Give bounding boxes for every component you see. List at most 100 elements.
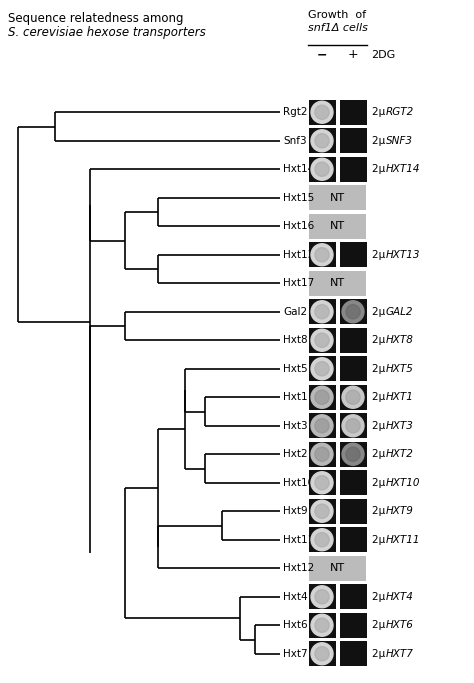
Circle shape <box>346 447 360 462</box>
Circle shape <box>311 586 333 608</box>
Text: +: + <box>348 48 358 61</box>
Text: Sequence relatedness among: Sequence relatedness among <box>8 12 183 25</box>
Circle shape <box>315 504 329 518</box>
Text: HXT8: HXT8 <box>386 335 414 345</box>
Circle shape <box>311 415 333 436</box>
Bar <box>340 385 367 410</box>
Text: 2μ: 2μ <box>372 164 389 174</box>
Circle shape <box>311 358 333 380</box>
Bar <box>340 499 367 524</box>
Text: Hxt6: Hxt6 <box>283 620 308 630</box>
Bar <box>309 328 336 352</box>
Bar <box>340 299 367 324</box>
Text: 2μ: 2μ <box>372 307 389 317</box>
Circle shape <box>311 387 333 408</box>
Bar <box>340 641 367 666</box>
Text: 2DG: 2DG <box>371 50 395 60</box>
Bar <box>340 584 367 609</box>
Bar <box>309 499 336 524</box>
Text: Hxt16: Hxt16 <box>283 221 314 232</box>
Circle shape <box>311 329 333 351</box>
Bar <box>309 357 336 381</box>
Text: 2μ: 2μ <box>372 250 389 260</box>
Text: HXT13: HXT13 <box>386 250 420 260</box>
Text: 2μ: 2μ <box>372 107 389 117</box>
Bar <box>309 100 336 125</box>
Text: −: − <box>317 48 327 61</box>
Text: RGT2: RGT2 <box>386 107 414 117</box>
Circle shape <box>315 447 329 462</box>
Circle shape <box>342 301 364 323</box>
Text: Hxt7: Hxt7 <box>283 649 308 658</box>
Bar <box>309 270 366 296</box>
Text: snf1Δ cells: snf1Δ cells <box>308 23 367 33</box>
Circle shape <box>311 301 333 323</box>
Bar <box>309 242 336 267</box>
Bar <box>309 299 336 324</box>
Circle shape <box>315 305 329 319</box>
Text: Rgt2: Rgt2 <box>283 107 308 117</box>
Text: 2μ: 2μ <box>372 620 389 630</box>
Text: HXT2: HXT2 <box>386 449 414 459</box>
Text: Hxt8: Hxt8 <box>283 335 308 345</box>
Text: NT: NT <box>330 193 345 203</box>
Text: 2μ: 2μ <box>372 591 389 602</box>
Circle shape <box>346 390 360 404</box>
Circle shape <box>311 529 333 550</box>
Circle shape <box>342 415 364 436</box>
Text: HXT3: HXT3 <box>386 421 414 431</box>
Bar <box>340 128 367 153</box>
Circle shape <box>311 101 333 123</box>
Circle shape <box>315 618 329 632</box>
Text: 2μ: 2μ <box>372 535 389 545</box>
Bar <box>309 128 336 153</box>
Circle shape <box>346 305 360 319</box>
Text: Hxt2: Hxt2 <box>283 449 308 459</box>
Text: Hxt9: Hxt9 <box>283 506 308 516</box>
Text: Hxt4: Hxt4 <box>283 591 308 602</box>
Bar <box>309 613 336 638</box>
Circle shape <box>315 533 329 547</box>
Bar <box>340 100 367 125</box>
Bar <box>309 556 366 581</box>
Circle shape <box>315 589 329 604</box>
Bar <box>309 641 336 666</box>
Text: HXT5: HXT5 <box>386 364 414 374</box>
Text: Hxt1: Hxt1 <box>283 392 308 402</box>
Bar <box>340 328 367 352</box>
Text: HXT1: HXT1 <box>386 392 414 402</box>
Bar <box>309 385 336 410</box>
Bar <box>340 242 367 267</box>
Text: 2μ: 2μ <box>372 477 389 488</box>
Text: Growth  of: Growth of <box>309 10 366 20</box>
Circle shape <box>311 158 333 180</box>
Circle shape <box>311 500 333 522</box>
Text: GAL2: GAL2 <box>386 307 413 317</box>
Circle shape <box>315 475 329 490</box>
Circle shape <box>315 248 329 262</box>
Circle shape <box>315 134 329 148</box>
Bar <box>309 413 336 438</box>
Circle shape <box>346 419 360 433</box>
Text: Hxt12: Hxt12 <box>283 563 314 573</box>
Bar <box>309 157 336 182</box>
Text: HXT11: HXT11 <box>386 535 420 545</box>
Text: 2μ: 2μ <box>372 449 389 459</box>
Bar <box>340 157 367 182</box>
Bar <box>309 527 336 553</box>
Text: Hxt3: Hxt3 <box>283 421 308 431</box>
Text: 2μ: 2μ <box>372 649 389 658</box>
Bar <box>340 413 367 438</box>
Text: Hxt14: Hxt14 <box>283 164 314 174</box>
Text: Hxt10: Hxt10 <box>283 477 314 488</box>
Text: 2μ: 2μ <box>372 392 389 402</box>
Circle shape <box>315 105 329 120</box>
Text: S. cerevisiae hexose transporters: S. cerevisiae hexose transporters <box>8 26 206 39</box>
Text: HXT7: HXT7 <box>386 649 414 658</box>
Bar <box>340 357 367 381</box>
Text: Hxt13: Hxt13 <box>283 250 314 260</box>
Text: 2μ: 2μ <box>372 421 389 431</box>
Text: HXT10: HXT10 <box>386 477 420 488</box>
Text: Hxt11: Hxt11 <box>283 535 314 545</box>
Text: 2μ: 2μ <box>372 364 389 374</box>
